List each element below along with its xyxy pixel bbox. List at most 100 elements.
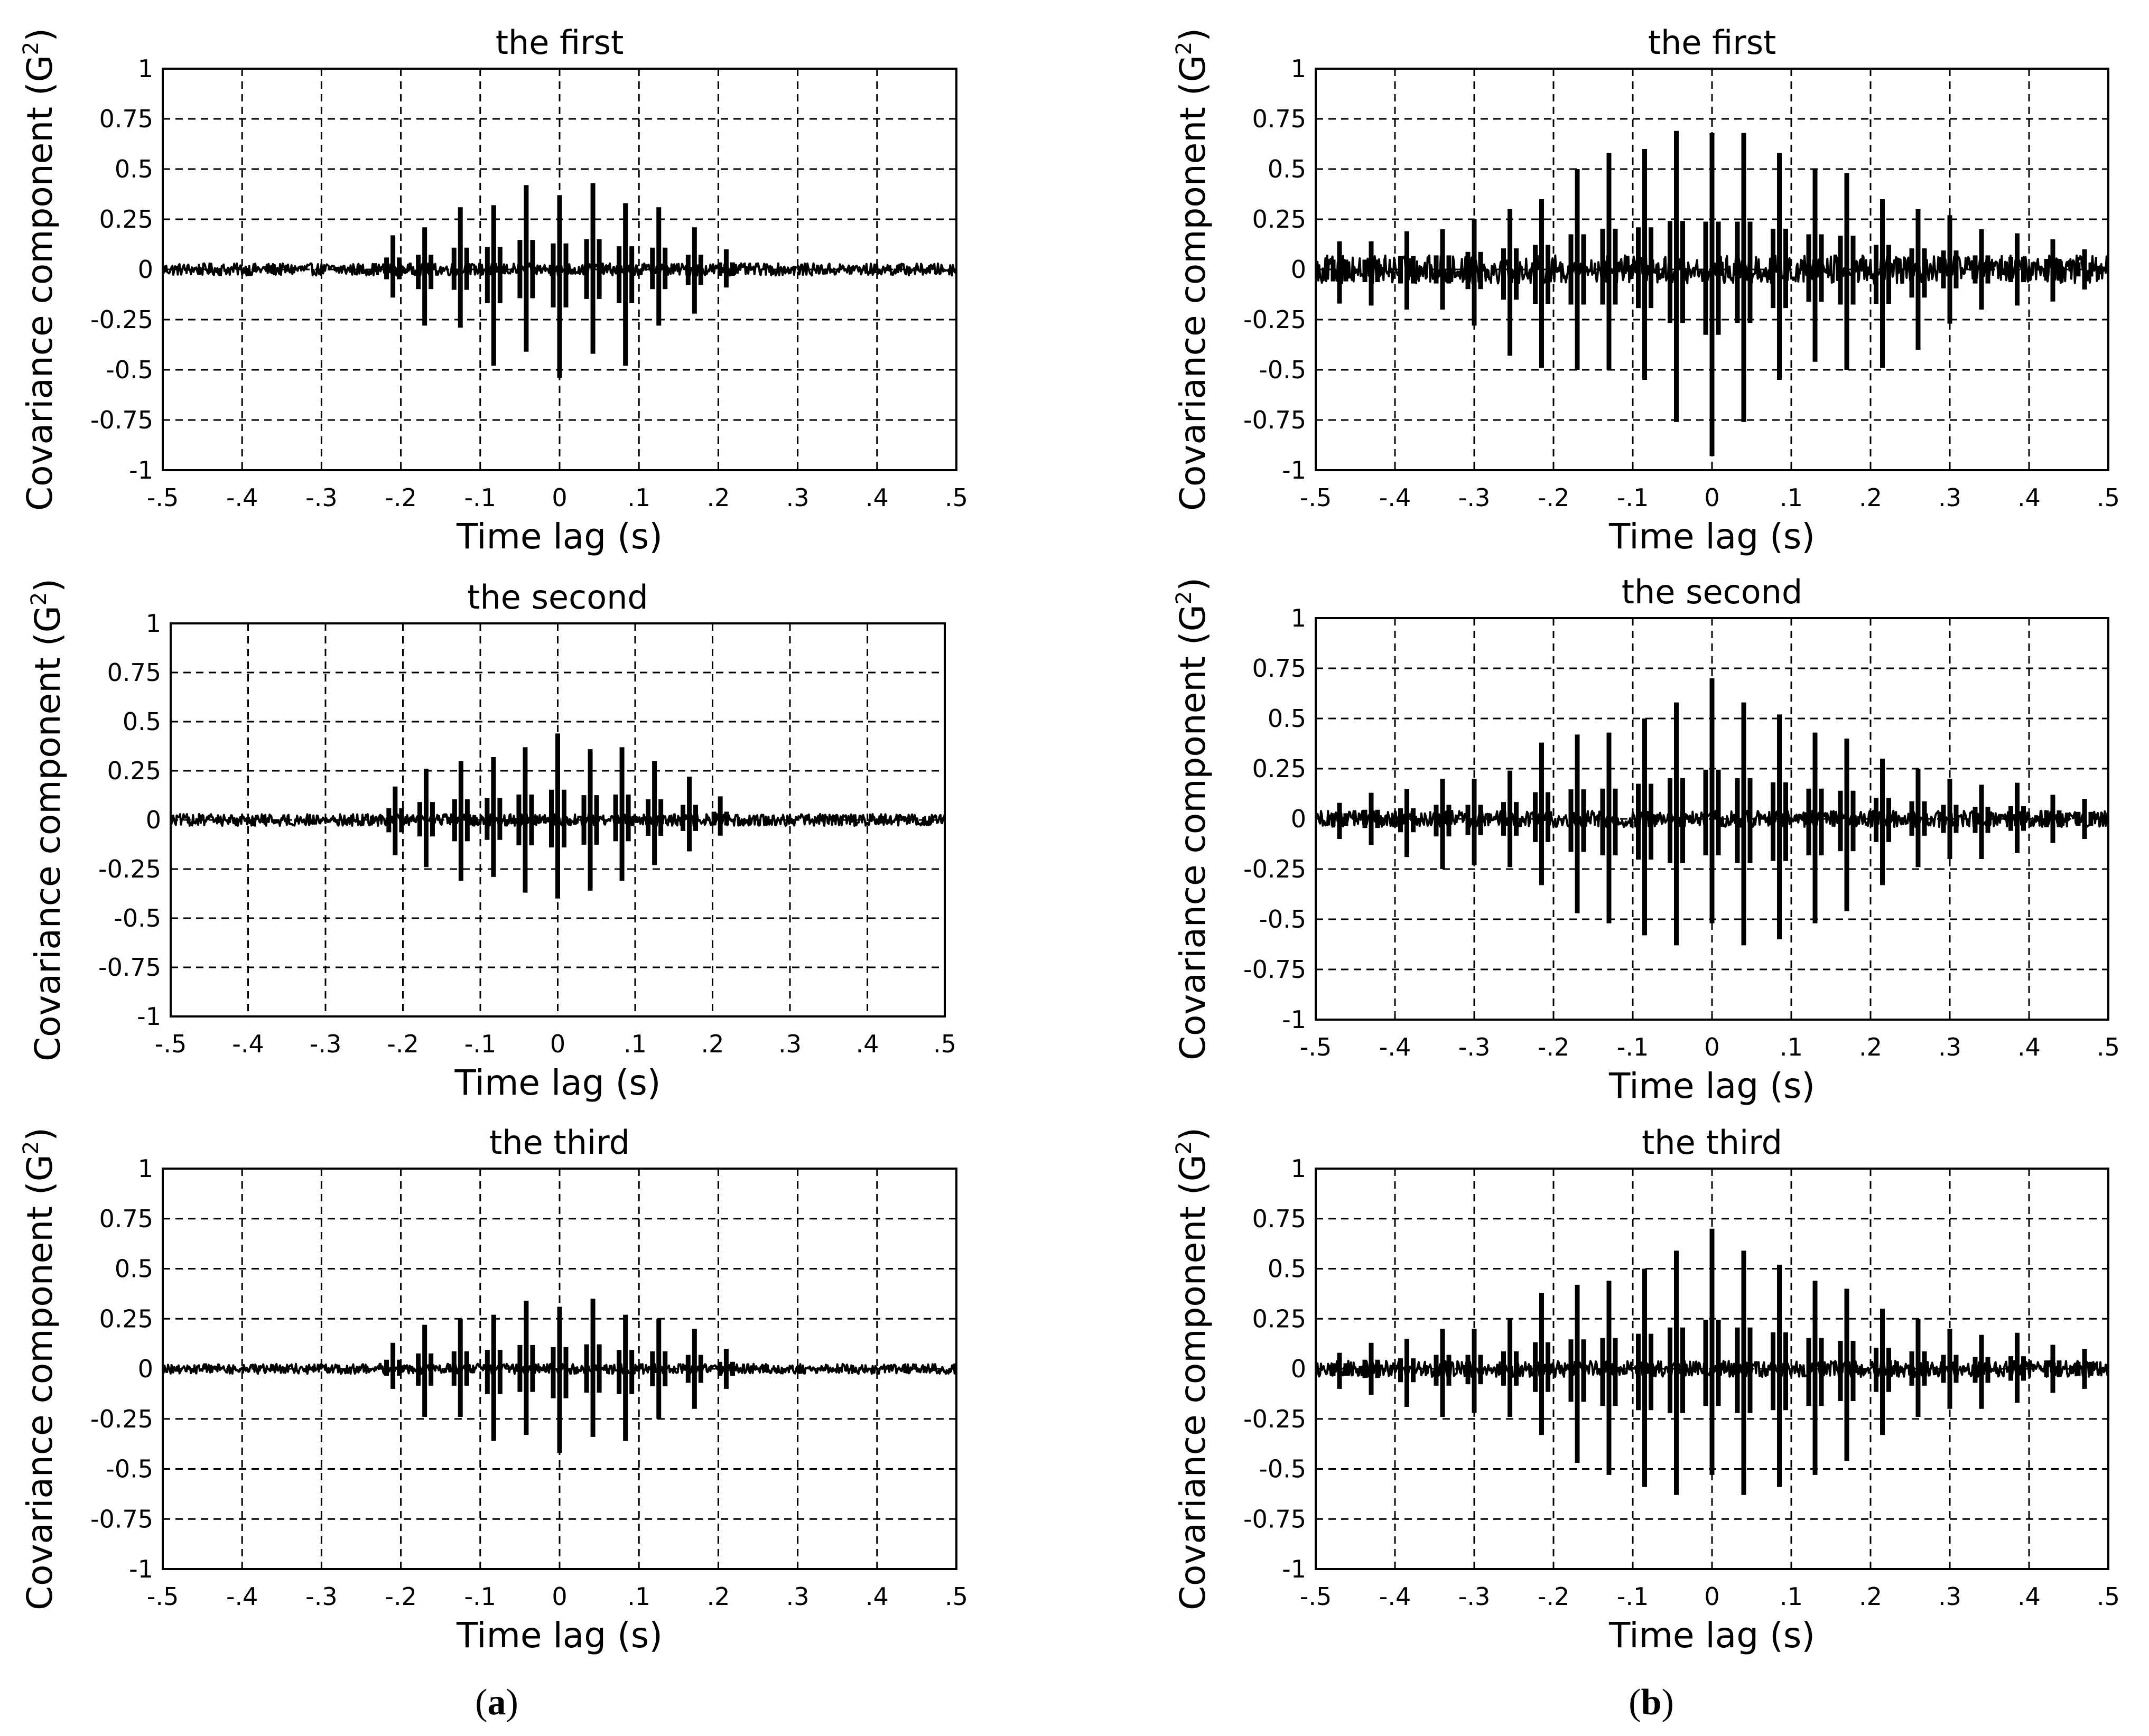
- xtick-label: 0: [1704, 483, 1719, 512]
- xtick-label: .3: [786, 483, 810, 512]
- xtick-label: -.5: [1300, 1582, 1332, 1611]
- chart-a3: -.5 -.4 -.3 -.2 -.1 0 .1 .2 .3 .4 .5 1 0.75 0.5 0.25 0 -…: [19, 1123, 968, 1656]
- ytick-label: 0: [1291, 805, 1306, 833]
- xtick-label: .1: [1780, 483, 1803, 512]
- xtick-label: -.3: [305, 1582, 338, 1611]
- ytick-label: -0.5: [106, 356, 153, 384]
- x-axis-label: Time lag (s): [454, 1062, 660, 1103]
- plot-frame: [1315, 1168, 2109, 1570]
- xtick-label: .3: [1938, 1033, 1961, 1061]
- xtick-label: -.2: [1538, 483, 1570, 512]
- ytick-label: -0.75: [1243, 406, 1306, 434]
- xtick-label: .2: [1859, 1582, 1882, 1611]
- plot-frame: [170, 622, 946, 1018]
- xtick-label: .4: [2017, 483, 2041, 512]
- ytick-label: 0.5: [123, 707, 161, 736]
- xtick-label: .5: [2097, 483, 2120, 512]
- ytick-label: 1: [1291, 604, 1306, 632]
- ytick-label: 1: [146, 609, 161, 638]
- xtick-label: -.5: [1300, 1033, 1332, 1061]
- xtick-label: 0: [552, 1582, 567, 1611]
- xtick-label: -.1: [1617, 1033, 1649, 1061]
- ytick-label: 1: [1291, 54, 1306, 83]
- xtick-label: .1: [624, 1030, 647, 1058]
- chart-title: the third: [1642, 1123, 1782, 1162]
- chart-title: the first: [496, 23, 624, 62]
- plot-frame: [1315, 617, 2109, 1021]
- xtick-label: 0: [1704, 1582, 1719, 1611]
- ytick-label: -0.5: [1259, 356, 1306, 384]
- chart-title: the second: [1622, 573, 1803, 611]
- xtick-label: 0: [550, 1030, 565, 1058]
- ytick-label: 0.75: [107, 658, 161, 687]
- xtick-label: -.4: [1379, 483, 1411, 512]
- xtick-label: .5: [945, 483, 968, 512]
- ytick-label: 0.75: [99, 105, 153, 133]
- ytick-label: -0.25: [1243, 305, 1306, 334]
- y-axis-label: Covariance component (G2): [1172, 28, 1213, 511]
- y-axis-label: Covariance component (G2): [1172, 1127, 1213, 1610]
- xtick-label: .4: [866, 1582, 889, 1611]
- x-axis-label: Time lag (s): [1608, 1066, 1815, 1106]
- xtick-label: .3: [1938, 1582, 1961, 1611]
- chart-title: the second: [467, 578, 648, 617]
- xtick-label: -.2: [387, 1030, 419, 1058]
- ytick-label: 0: [146, 806, 161, 834]
- xtick-label: .2: [706, 483, 730, 512]
- xtick-label: -.5: [147, 483, 179, 512]
- xtick-label: -.3: [1458, 1033, 1491, 1061]
- ytick-label: 0.25: [107, 757, 161, 785]
- xtick-label: .3: [1938, 483, 1961, 512]
- ytick-label: 0: [138, 1355, 153, 1383]
- xtick-label: .1: [627, 1582, 650, 1611]
- ytick-label: -0.25: [90, 305, 153, 334]
- xtick-label: -.2: [385, 1582, 417, 1611]
- xtick-label: .1: [1780, 1033, 1803, 1061]
- x-axis-label: Time lag (s): [1608, 516, 1815, 557]
- ytick-label: -1: [1282, 1555, 1306, 1583]
- ytick-label: -1: [1282, 456, 1306, 484]
- plot-frame: [1315, 68, 2109, 471]
- xtick-label: .5: [945, 1582, 968, 1611]
- ytick-label: -0.75: [1243, 1505, 1306, 1533]
- ytick-label: -0.5: [1259, 905, 1306, 934]
- ytick-label: -1: [129, 456, 153, 484]
- xtick-label: -.4: [226, 1582, 258, 1611]
- panel-label-b: (b): [1629, 1682, 1674, 1723]
- ytick-label: -0.5: [1259, 1455, 1306, 1483]
- xtick-label: .4: [856, 1030, 879, 1058]
- ytick-label: -0.75: [90, 1505, 153, 1533]
- xtick-label: -.4: [226, 483, 258, 512]
- xtick-label: .4: [866, 483, 889, 512]
- xtick-label: .4: [2017, 1033, 2041, 1061]
- ytick-label: -0.5: [106, 1455, 153, 1483]
- ytick-label: 0.25: [99, 205, 153, 234]
- ytick-label: 0.25: [1252, 205, 1306, 234]
- ytick-label: 0: [138, 255, 153, 284]
- chart-b1: -.5 -.4 -.3 -.2 -.1 0 .1 .2 .3 .4 .5 1 0.75 0.5 0.25 0 -…: [1172, 23, 2120, 557]
- xtick-label: -.1: [464, 483, 497, 512]
- xtick-label: .2: [1859, 1033, 1882, 1061]
- ytick-label: 0.5: [1268, 704, 1306, 733]
- ytick-label: 0: [1291, 1355, 1306, 1383]
- chart-b2: -.5 -.4 -.3 -.2 -.1 0 .1 .2 .3 .4 .5 1 0.75 0.5 0.25 0 -…: [1172, 573, 2120, 1106]
- ytick-label: 0.75: [1252, 1205, 1306, 1233]
- xtick-label: .5: [933, 1030, 956, 1058]
- y-axis-label: Covariance component (G2): [1172, 577, 1213, 1060]
- xtick-label: -.2: [1538, 1582, 1570, 1611]
- chart-title: the first: [1648, 23, 1776, 62]
- xtick-label: .4: [2017, 1582, 2041, 1611]
- ytick-label: -0.75: [1243, 955, 1306, 984]
- xtick-label: .1: [1780, 1582, 1803, 1611]
- plots-group: -.5 -.4 -.3 -.2 -.1 0.1.2.3.4.510.750.50.250-…: [19, 23, 2120, 1656]
- ytick-label: 0.25: [99, 1304, 153, 1333]
- ytick-label: -0.75: [98, 953, 161, 982]
- xtick-label: -.5: [147, 1582, 179, 1611]
- chart-a1: -.5 -.4 -.3 -.2 -.1 0 .1 .2 .3 .4 .5 1 0.75 0.5 0.25 0 -…: [19, 23, 968, 557]
- ytick-label: 1: [138, 1154, 153, 1183]
- xtick-label: -.5: [155, 1030, 187, 1058]
- xtick-label: .1: [627, 483, 650, 512]
- xtick-label: 0: [552, 483, 567, 512]
- ytick-label: -0.5: [114, 904, 161, 932]
- xtick-label: -.4: [1379, 1582, 1411, 1611]
